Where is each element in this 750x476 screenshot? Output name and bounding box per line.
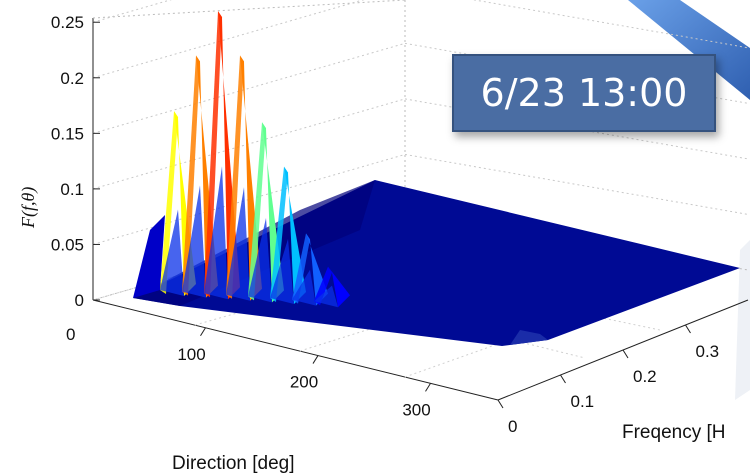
peak-face-front — [226, 187, 250, 301]
y-tick-mark — [497, 399, 504, 409]
y-tick-mark — [622, 349, 629, 359]
z-gridline — [92, 42, 406, 134]
decor-light-wedge — [735, 240, 750, 400]
y-tick-labels: 0 0.1 0.2 0.3 — [497, 324, 720, 436]
peak-face-left — [182, 55, 200, 296]
peak-face-front — [160, 209, 184, 296]
peak-face-left — [226, 55, 244, 299]
x-tick-mark — [312, 355, 319, 364]
z-tick-label: 0 — [75, 291, 84, 310]
surface-ridge — [510, 330, 548, 345]
x-tick-labels: 100 200 300 — [177, 327, 431, 419]
z-axis-label: F(f,θ) — [18, 187, 39, 229]
peak-face-front — [204, 166, 228, 300]
z-tick-labels: 0 0.05 0.1 0.15 0.2 0.25 — [51, 13, 100, 310]
y-tick-label: 0.1 — [571, 392, 595, 411]
x-tick-label: 300 — [402, 400, 430, 419]
z-gridline-right — [471, 0, 749, 49]
y-tick-label: 0 — [508, 417, 517, 436]
peak-skirt — [133, 215, 165, 298]
peak-face-front — [292, 269, 316, 306]
z-tick-label: 0.05 — [51, 235, 84, 254]
surface-floor — [133, 180, 740, 346]
z-gridline — [92, 0, 172, 23]
x-tick-label: 100 — [177, 345, 205, 364]
y-tick-mark — [560, 374, 566, 384]
peak-face-right — [328, 266, 350, 308]
peak-face-left — [270, 166, 288, 302]
z-gridline — [92, 153, 406, 245]
peak-face-left — [248, 122, 266, 301]
peak-face-left — [292, 233, 310, 304]
x-tick-mark — [425, 383, 431, 392]
z-tick-label: 0.2 — [60, 69, 84, 88]
peak-face-front — [248, 218, 272, 303]
y-tick-label: 0.2 — [633, 367, 657, 386]
x-axis-label: Direction [deg] — [172, 453, 295, 474]
z-tick-label: 0.25 — [51, 13, 84, 32]
date-label: 6/23 13:00 — [480, 71, 688, 115]
peak-face-front — [270, 238, 294, 304]
date-annotation: 6/23 13:00 — [452, 54, 716, 132]
y-axis-label: Freqency [H — [622, 422, 725, 443]
z-tick-label: 0.15 — [51, 124, 84, 143]
corner-tick-label: 0 — [66, 325, 75, 344]
z-gridline — [92, 0, 365, 79]
corner-tick: 0 — [66, 325, 75, 344]
z-gridline-right — [404, 153, 749, 215]
peak-face-front — [182, 185, 206, 298]
z-gridline-right — [404, 98, 749, 160]
peak-face-left — [160, 111, 178, 295]
x-tick-label: 200 — [290, 373, 318, 392]
x-tick-mark — [200, 327, 206, 337]
peak-face-left — [314, 266, 332, 306]
y-tick-mark — [685, 324, 691, 334]
z-gridline — [92, 98, 406, 190]
y-tick-label: 0.3 — [696, 342, 720, 361]
peak-series — [133, 11, 350, 308]
z-tick-label: 0.1 — [60, 180, 84, 199]
peak-face-front — [314, 285, 338, 308]
peak-face-left — [204, 11, 222, 298]
decor-ribbon — [628, 0, 750, 100]
